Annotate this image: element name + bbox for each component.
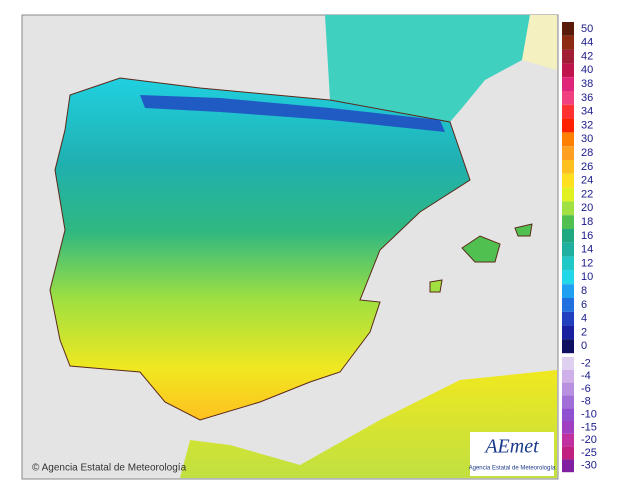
- island: [514, 223, 533, 237]
- legend-label: 40: [581, 64, 593, 76]
- legend-label: 16: [581, 230, 593, 242]
- legend-label: 36: [581, 92, 593, 104]
- legend-swatch: [562, 433, 574, 447]
- legend-swatch: [562, 395, 574, 409]
- legend-label: 44: [581, 37, 593, 49]
- france: [325, 15, 530, 122]
- legend-swatch: [562, 49, 574, 64]
- legend-label: 12: [581, 257, 593, 269]
- legend-label: -2: [581, 357, 591, 369]
- legend-label: 8: [581, 285, 587, 297]
- legend-swatch: [562, 284, 574, 298]
- legend-swatch: [562, 382, 574, 396]
- alps: [522, 15, 557, 70]
- legend-swatch: [562, 242, 574, 257]
- legend-label: -6: [581, 383, 591, 395]
- legend-label: 32: [581, 119, 593, 131]
- legend-label: 28: [581, 147, 593, 159]
- island: [429, 279, 443, 293]
- legend-swatch: [562, 104, 574, 119]
- legend-swatch: [562, 339, 574, 354]
- legend-swatch: [562, 132, 574, 147]
- legend-label: -4: [581, 370, 591, 382]
- legend-swatch: [562, 118, 574, 133]
- legend: 5044424038363432302826242220181614121086…: [562, 22, 597, 473]
- legend-swatch: [562, 91, 574, 105]
- legend-swatch: [562, 187, 574, 202]
- logo-subtitle: Agencia Estatal de Meteorología: [469, 466, 556, 472]
- africa: [180, 370, 557, 478]
- legend-swatch: [562, 311, 574, 326]
- mountains: [140, 95, 445, 132]
- legend-swatch: [562, 357, 574, 370]
- legend-swatch: [562, 325, 574, 340]
- legend-swatch: [562, 63, 574, 78]
- legend-label: 10: [581, 271, 593, 283]
- legend-swatch: [562, 421, 574, 434]
- legend-label: -25: [581, 447, 597, 459]
- iberia: [49, 77, 471, 421]
- legend-label: 50: [581, 23, 593, 35]
- legend-swatch: [562, 35, 574, 50]
- legend-swatch: [562, 146, 574, 160]
- legend-label: 18: [581, 216, 593, 228]
- legend-swatch: [562, 446, 574, 460]
- legend-label: -30: [581, 460, 597, 472]
- legend-label: 38: [581, 78, 593, 90]
- legend-swatch: [562, 298, 574, 312]
- legend-swatch: [562, 270, 574, 285]
- legend-label: 34: [581, 106, 593, 118]
- legend-swatch: [562, 201, 574, 216]
- legend-label: 42: [581, 50, 593, 62]
- logo-box: [470, 432, 554, 476]
- legend-label: 24: [581, 175, 593, 187]
- credit: © Agencia Estatal de Meteorología: [32, 463, 187, 474]
- legend-label: -10: [581, 409, 597, 421]
- legend-label: 6: [581, 299, 587, 311]
- legend-label: -15: [581, 421, 597, 433]
- legend-label: -8: [581, 396, 591, 408]
- legend-label: 2: [581, 326, 587, 338]
- legend-swatch: [562, 256, 574, 271]
- legend-label: 22: [581, 188, 593, 200]
- logo: AEmet: [483, 436, 539, 458]
- legend-swatch: [562, 229, 574, 243]
- legend-swatch: [562, 160, 574, 174]
- legend-label: 4: [581, 313, 587, 325]
- legend-swatch: [562, 369, 574, 383]
- legend-swatch: [562, 22, 574, 36]
- legend-swatch: [562, 215, 574, 229]
- island: [461, 235, 501, 263]
- legend-swatch: [562, 408, 574, 421]
- legend-swatch: [562, 77, 574, 91]
- legend-label: 30: [581, 133, 593, 145]
- legend-label: 26: [581, 161, 593, 173]
- legend-label: 20: [581, 202, 593, 214]
- legend-swatch: [562, 459, 574, 473]
- legend-label: 0: [581, 340, 587, 352]
- legend-label: 14: [581, 244, 593, 256]
- legend-label: -20: [581, 434, 597, 446]
- legend-swatch: [562, 173, 574, 188]
